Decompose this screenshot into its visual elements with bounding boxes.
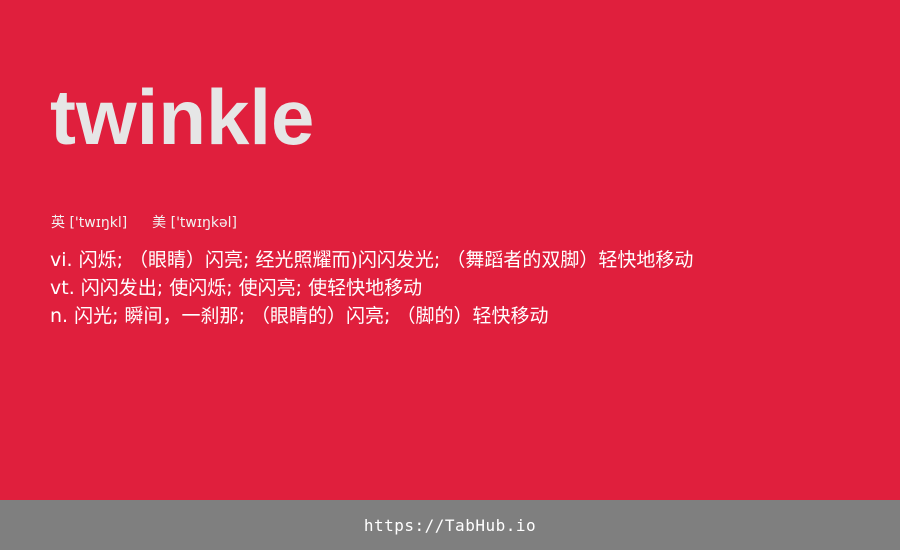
pronunciation-line: 英 ['twɪŋkl] 美 ['twɪŋkəl] bbox=[51, 213, 237, 233]
definition-noun: n. 闪光; 瞬间，一刹那; （眼睛的）闪亮; （脚的）轻快移动 bbox=[50, 305, 549, 327]
us-ipa: ['twɪŋkəl] bbox=[170, 215, 238, 231]
footer-bar: https://TabHub.io bbox=[0, 500, 900, 550]
footer-url[interactable]: https://TabHub.io bbox=[363, 515, 537, 535]
headword: twinkle bbox=[50, 73, 315, 161]
definition-list: vi. 闪烁; （眼睛）闪亮; 经光照耀而)闪闪发光; （舞蹈者的双脚）轻快地移… bbox=[50, 246, 890, 330]
uk-label: 英 bbox=[51, 215, 65, 231]
word-card: twinkle 英 ['twɪŋkl] 美 ['twɪŋkəl] vi. 闪烁;… bbox=[50, 73, 890, 330]
definition-verb-intransitive: vi. 闪烁; （眼睛）闪亮; 经光照耀而)闪闪发光; （舞蹈者的双脚）轻快地移… bbox=[50, 249, 694, 271]
uk-ipa: ['twɪŋkl] bbox=[69, 215, 128, 231]
us-label: 美 bbox=[152, 215, 167, 231]
definition-verb-transitive: vt. 闪闪发出; 使闪烁; 使闪亮; 使轻快地移动 bbox=[50, 277, 423, 299]
